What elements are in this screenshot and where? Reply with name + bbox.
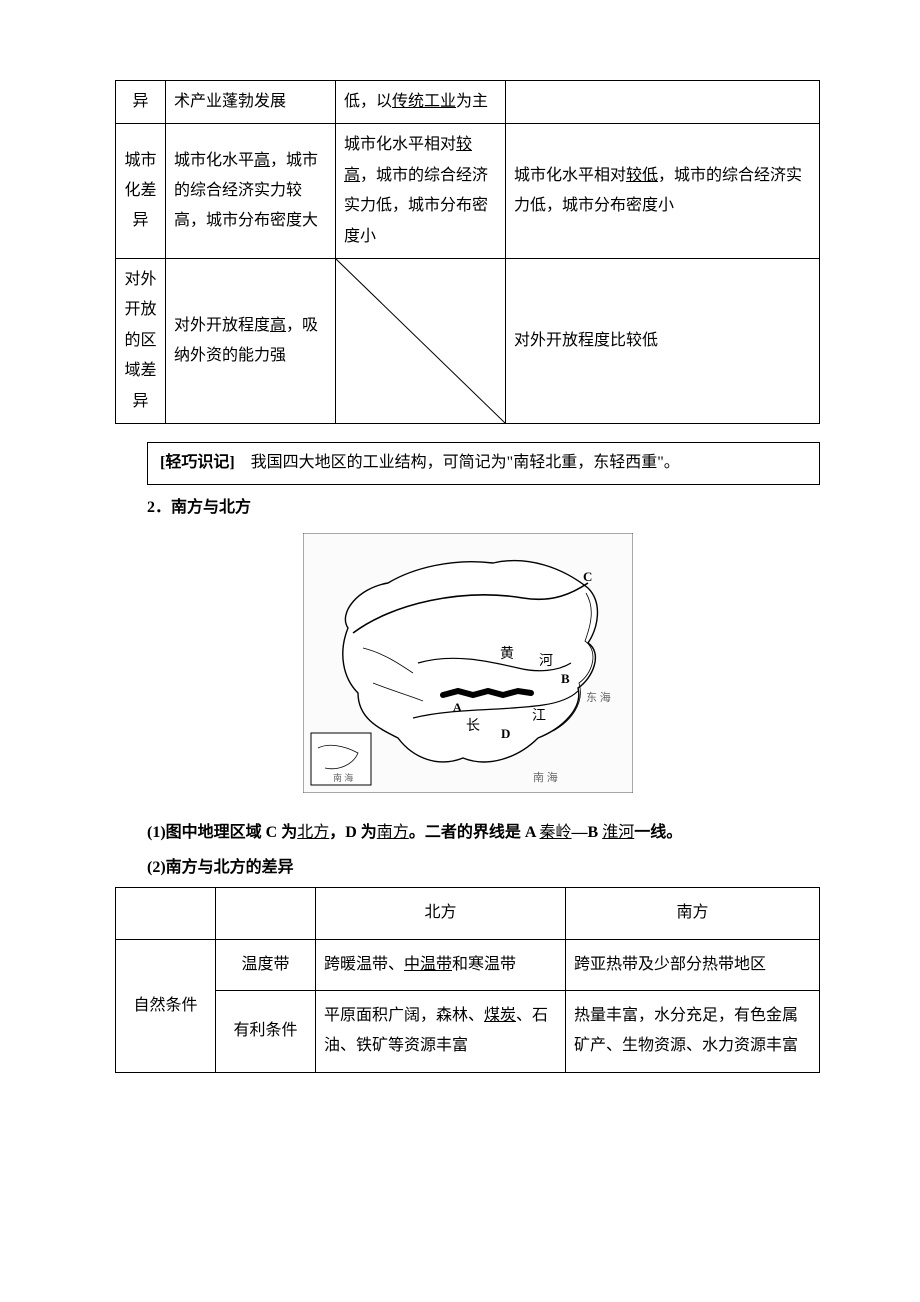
cell: 城市化水平高，城市的综合经济实力较高，城市分布密度大 <box>166 124 336 259</box>
svg-text:东 海: 东 海 <box>586 690 611 704</box>
svg-text:南 海: 南 海 <box>533 770 558 784</box>
row-label: 异 <box>116 81 166 124</box>
diagonal-line-icon <box>336 259 505 423</box>
svg-text:黄: 黄 <box>500 645 514 662</box>
svg-text:南 海: 南 海 <box>333 772 353 783</box>
row-label: 有利条件 <box>216 991 316 1073</box>
cell <box>116 888 216 939</box>
table-row: 对外开放的区域差异 对外开放程度高，吸纳外资的能力强 对外开放程度比较低 <box>116 258 820 423</box>
cell: 城市化水平相对较高，城市的综合经济实力低，城市分布密度小 <box>336 124 506 259</box>
cell: 对外开放程度比较低 <box>506 258 820 423</box>
cell: 城市化水平相对较低，城市的综合经济实力低，城市分布密度小 <box>506 124 820 259</box>
cell: 对外开放程度高，吸纳外资的能力强 <box>166 258 336 423</box>
row-label: 温度带 <box>216 939 316 990</box>
section-heading: 2．南方与北方 <box>115 493 820 523</box>
svg-text:D: D <box>501 726 510 741</box>
row-label: 城市化差异 <box>116 124 166 259</box>
regional-diff-table: 异 术产业蓬勃发展 低，以传统工业为主 城市化差异 城市化水平高，城市的综合经济… <box>115 80 820 424</box>
diagonal-cell <box>336 258 506 423</box>
table-row: 自然条件 温度带 跨暖温带、中温带和寒温带 跨亚热带及少部分热带地区 <box>116 939 820 990</box>
column-header: 北方 <box>316 888 566 939</box>
cell: 跨亚热带及少部分热带地区 <box>566 939 820 990</box>
tip-label: [轻巧识记] <box>160 454 235 471</box>
cell: 热量丰富，水分充足，有色金属矿产、生物资源、水力资源丰富 <box>566 991 820 1073</box>
svg-text:A: A <box>453 700 462 714</box>
cell: 跨暖温带、中温带和寒温带 <box>316 939 566 990</box>
column-header: 南方 <box>566 888 820 939</box>
sub-heading: (2)南方与北方的差异 <box>115 853 820 883</box>
north-south-table: 北方 南方 自然条件 温度带 跨暖温带、中温带和寒温带 跨亚热带及少部分热带地区… <box>115 887 820 1073</box>
cell: 低，以传统工业为主 <box>336 81 506 124</box>
map-svg: C 黄 河 B A A 长 江 D 东 海 南 海 南 海 <box>303 533 633 793</box>
map-caption: (1)图中地理区域 C 为北方，D 为南方。二者的界线是 A 秦岭—B 淮河一线… <box>115 818 820 848</box>
table-row: 有利条件 平原面积广阔，森林、煤炭、石油、铁矿等资源丰富 热量丰富，水分充足，有… <box>116 991 820 1073</box>
row-label: 对外开放的区域差异 <box>116 258 166 423</box>
svg-text:C: C <box>583 569 592 584</box>
row-group-label: 自然条件 <box>116 939 216 1072</box>
svg-text:江: 江 <box>532 708 546 724</box>
china-map: C 黄 河 B A A 长 江 D 东 海 南 海 南 海 <box>115 533 820 804</box>
svg-text:河: 河 <box>539 653 553 669</box>
table-row: 异 术产业蓬勃发展 低，以传统工业为主 <box>116 81 820 124</box>
cell <box>506 81 820 124</box>
cell: 平原面积广阔，森林、煤炭、石油、铁矿等资源丰富 <box>316 991 566 1073</box>
table-row: 城市化差异 城市化水平高，城市的综合经济实力较高，城市分布密度大 城市化水平相对… <box>116 124 820 259</box>
tip-text: 我国四大地区的工业结构，可简记为"南轻北重，东轻西重"。 <box>235 454 680 471</box>
svg-text:长: 长 <box>466 718 480 734</box>
table-row: 北方 南方 <box>116 888 820 939</box>
cell: 术产业蓬勃发展 <box>166 81 336 124</box>
cell <box>216 888 316 939</box>
tip-box: [轻巧识记] 我国四大地区的工业结构，可简记为"南轻北重，东轻西重"。 <box>147 442 820 485</box>
svg-text:B: B <box>561 671 570 686</box>
